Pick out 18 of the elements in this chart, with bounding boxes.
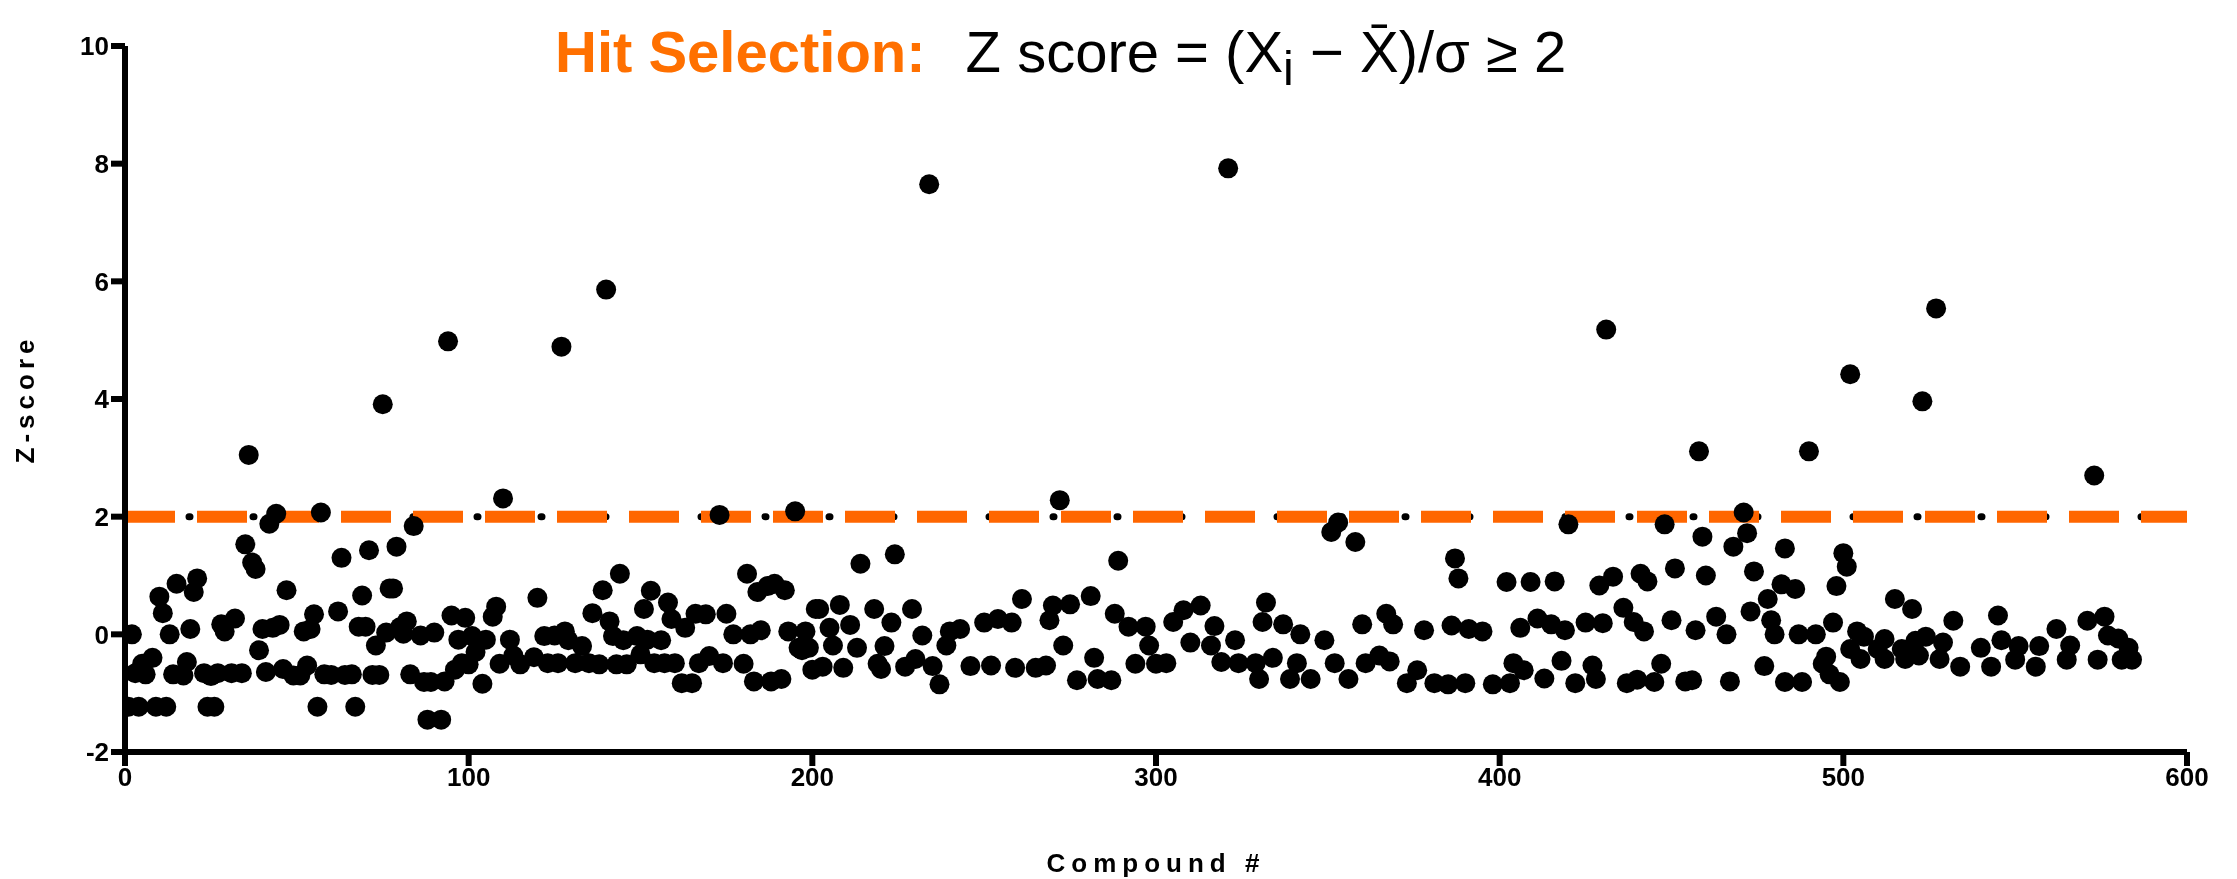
chart-subtitle: Z score = (X$_{i}$ − X̄)/σ ≥ 2 <box>965 18 1567 96</box>
y-tick-label: 4 <box>94 384 110 415</box>
y-tick-label: 8 <box>94 148 109 179</box>
x-tick-label: 0 <box>117 762 133 793</box>
x-axis-title: Compound # <box>1046 848 1266 878</box>
y-axis-title: Z-score <box>10 334 41 464</box>
y-tick-label: 10 <box>80 31 109 62</box>
x-tick-label: 600 <box>2165 762 2209 793</box>
x-tick-label: 300 <box>1134 762 1178 793</box>
y-tick-label: 6 <box>94 266 109 297</box>
x-tick-label: 100 <box>446 762 491 793</box>
y-tick-label: 0 <box>94 619 109 650</box>
x-tick-label: 200 <box>790 762 835 793</box>
y-tick-label: -2 <box>85 737 109 768</box>
y-tick-label: 2 <box>94 501 109 532</box>
chart-title: Hit Selection: <box>555 18 926 85</box>
x-tick-label: 500 <box>1821 762 1866 793</box>
x-tick-label: 400 <box>1477 762 1522 793</box>
